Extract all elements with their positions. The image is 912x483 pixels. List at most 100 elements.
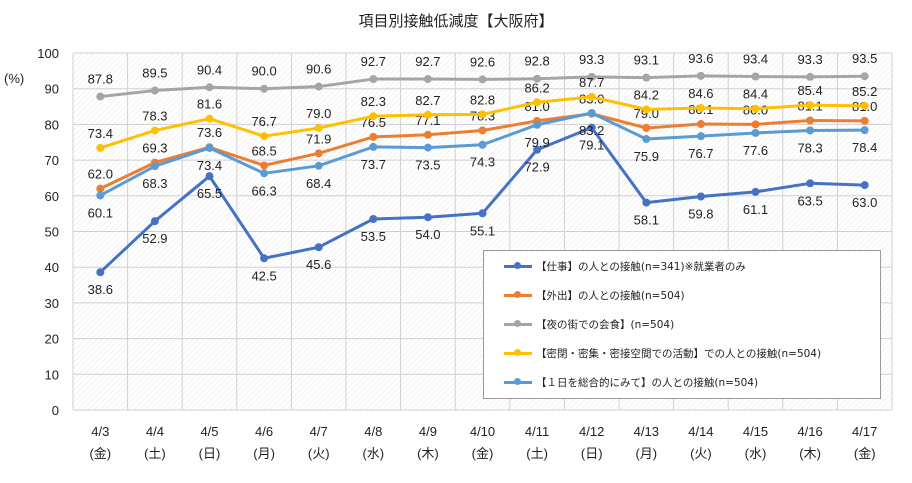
data-label: 92.6 <box>470 54 495 69</box>
legend-item: 【仕事】の人との接触(n=341)※就業者のみ <box>504 258 746 274</box>
y-tick-label: 0 <box>52 403 59 418</box>
data-point <box>587 123 596 132</box>
y-tick-label: 40 <box>45 260 59 275</box>
x-tick-label: 4/12 <box>579 424 604 439</box>
data-label: 90.4 <box>197 62 222 77</box>
data-label: 76.7 <box>251 114 276 129</box>
data-point <box>751 104 760 113</box>
x-tick-weekday: (金) <box>472 446 494 461</box>
x-tick-label: 4/8 <box>364 424 382 439</box>
legend-label: 【１日を総合的にみて】の人との接触(n=504) <box>536 376 759 389</box>
x-tick-weekday: (土) <box>144 446 166 461</box>
legend-label: 【仕事】の人との接触(n=341)※就業者のみ <box>536 260 746 273</box>
data-label: 92.8 <box>524 54 549 69</box>
x-tick-weekday: (火) <box>308 446 330 461</box>
data-label: 79.1 <box>579 138 604 153</box>
legend-marker-icon <box>514 320 521 327</box>
legend-label: 【外出】の人との接触(n=504) <box>536 289 685 302</box>
legend-item: 【密閉・密集・密接空間での活動】での人との接触(n=504) <box>504 345 821 361</box>
data-point <box>860 181 869 190</box>
x-tick-label: 4/11 <box>525 424 549 439</box>
x-tick-label: 4/16 <box>797 424 822 439</box>
x-tick-label: 4/9 <box>419 424 437 439</box>
data-point <box>806 179 815 188</box>
data-point <box>642 123 651 132</box>
legend-marker-icon <box>514 262 521 269</box>
data-label: 42.5 <box>251 268 276 283</box>
legend-swatch <box>504 349 532 356</box>
data-point <box>205 143 214 152</box>
data-point <box>806 101 815 110</box>
data-label: 72.9 <box>524 160 549 175</box>
legend-swatch <box>504 291 532 298</box>
x-tick-label: 4/15 <box>743 424 768 439</box>
data-label: 84.6 <box>688 86 713 101</box>
data-label: 76.7 <box>688 146 713 161</box>
x-tick-label: 4/10 <box>470 424 495 439</box>
data-point <box>314 161 323 170</box>
data-point <box>696 132 705 141</box>
data-point <box>369 132 378 141</box>
x-tick-weekday: (土) <box>526 446 548 461</box>
data-label: 63.5 <box>797 193 822 208</box>
data-point <box>696 71 705 80</box>
data-point <box>369 142 378 151</box>
data-point <box>260 84 269 93</box>
x-tick-weekday: (火) <box>690 446 712 461</box>
data-label: 93.3 <box>797 52 822 67</box>
data-point <box>150 126 159 135</box>
data-point <box>150 217 159 226</box>
data-label: 93.6 <box>688 51 713 66</box>
data-point <box>806 126 815 135</box>
x-tick-weekday: (日) <box>199 446 221 461</box>
data-label: 77.1 <box>415 113 440 128</box>
data-label: 90.0 <box>251 64 276 79</box>
x-tick-weekday: (木) <box>799 446 821 461</box>
data-point <box>314 243 323 252</box>
data-point <box>205 172 214 181</box>
data-point <box>150 86 159 95</box>
legend-swatch <box>504 320 532 327</box>
data-label: 75.9 <box>634 149 659 164</box>
data-label: 87.8 <box>88 72 113 87</box>
data-label: 82.8 <box>470 92 495 107</box>
data-point <box>96 143 105 152</box>
data-label: 78.3 <box>142 108 167 123</box>
data-point <box>533 145 542 154</box>
legend-marker-icon <box>514 291 521 298</box>
y-tick-label: 10 <box>45 367 59 382</box>
data-point <box>423 110 432 119</box>
data-point <box>587 72 596 81</box>
data-label: 68.4 <box>306 176 331 191</box>
data-point <box>205 114 214 123</box>
data-label: 81.6 <box>197 97 222 112</box>
data-point <box>533 120 542 129</box>
legend-marker-icon <box>514 378 521 385</box>
y-tick-label: 70 <box>45 153 59 168</box>
data-label: 63.0 <box>852 195 877 210</box>
data-label: 60.1 <box>88 205 113 220</box>
data-label: 71.9 <box>306 131 331 146</box>
data-label: 87.7 <box>579 75 604 90</box>
data-point <box>751 120 760 129</box>
data-point <box>314 149 323 158</box>
data-point <box>423 213 432 222</box>
legend-marker-icon <box>514 349 521 356</box>
data-point <box>751 72 760 81</box>
data-label: 90.6 <box>306 62 331 77</box>
data-point <box>423 75 432 84</box>
x-tick-label: 4/4 <box>146 424 164 439</box>
y-tick-label: 80 <box>45 117 59 132</box>
data-point <box>751 128 760 137</box>
x-tick-label: 4/17 <box>852 424 877 439</box>
data-point <box>314 123 323 132</box>
x-tick-label: 4/7 <box>310 424 328 439</box>
data-point <box>806 72 815 81</box>
data-label: 89.5 <box>142 65 167 80</box>
x-tick-weekday: (水) <box>362 446 384 461</box>
y-tick-label: 20 <box>45 332 59 347</box>
legend-swatch <box>504 378 532 385</box>
x-tick-weekday: (日) <box>581 446 603 461</box>
